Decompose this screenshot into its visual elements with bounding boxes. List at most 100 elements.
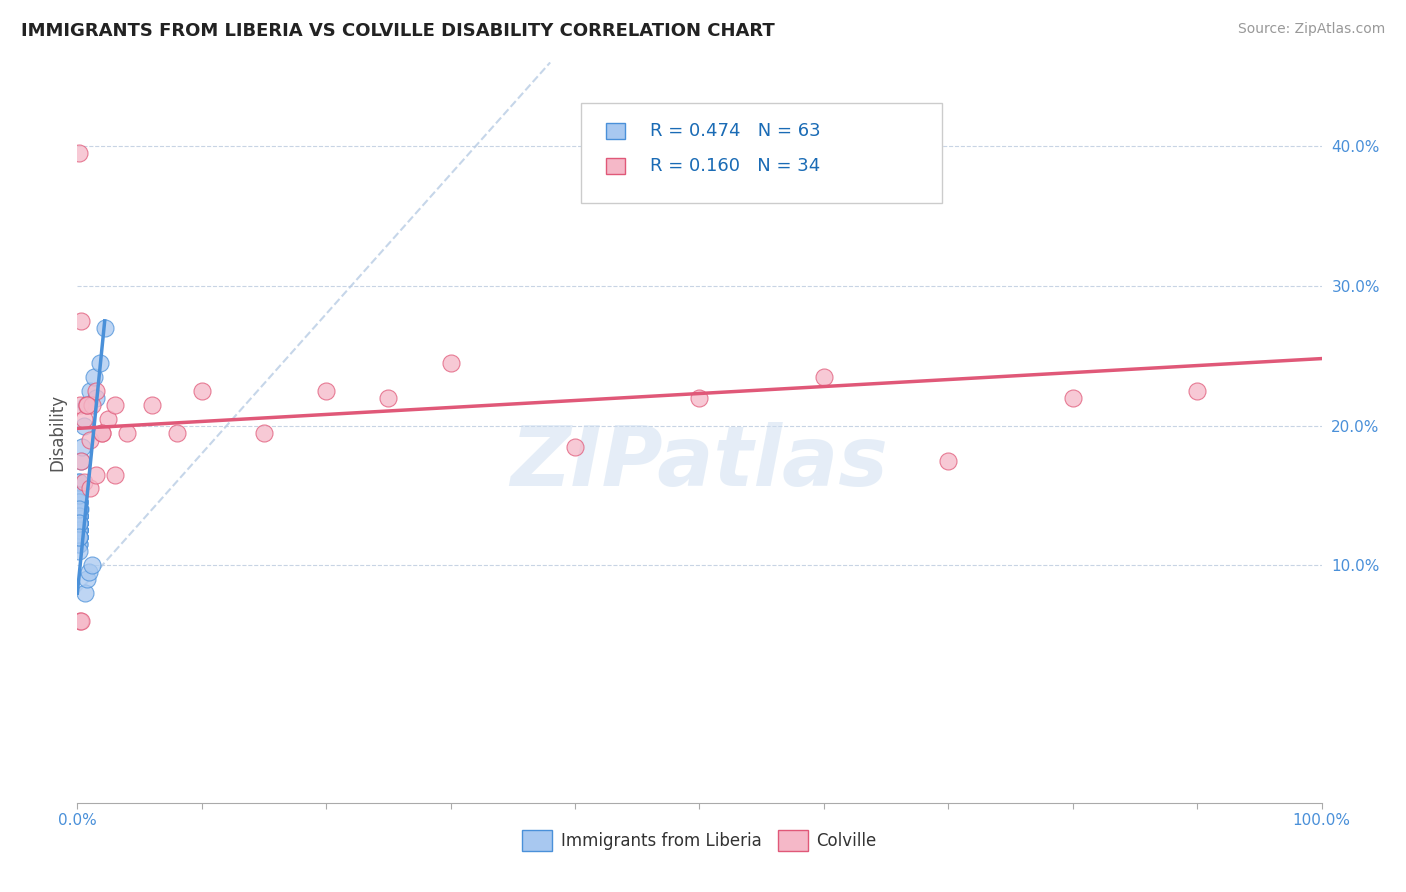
Point [67,530,90,544]
Point [1185,384,1208,398]
Text: ZIPatlas: ZIPatlas [510,422,889,503]
Point [67,524,90,538]
Point [67,495,90,509]
Point [813,369,835,384]
Text: R = 0.474   N = 63: R = 0.474 N = 63 [650,122,820,140]
Point [67,524,90,538]
Point [82,558,104,573]
Point [79,384,101,398]
Point [70,453,93,467]
Point [70,314,93,328]
Point [67,502,90,516]
Point [79,433,101,447]
Point [67,482,90,496]
Point [67,502,90,516]
Point [67,516,90,531]
Point [67,488,90,502]
Point [84,467,107,482]
Point [70,453,93,467]
Point [67,495,90,509]
Point [104,467,127,482]
Point [67,509,90,524]
Point [84,391,107,405]
Point [82,398,104,412]
FancyBboxPatch shape [606,123,626,139]
Text: IMMIGRANTS FROM LIBERIA VS COLVILLE DISABILITY CORRELATION CHART: IMMIGRANTS FROM LIBERIA VS COLVILLE DISA… [21,22,775,40]
Point [67,530,90,544]
Text: R = 0.160   N = 34: R = 0.160 N = 34 [650,157,820,175]
Point [166,425,188,440]
Point [72,418,94,433]
Point [67,530,90,544]
Point [70,614,93,628]
Point [936,453,959,467]
Point [104,398,127,412]
Point [67,516,90,531]
Point [67,475,90,489]
Point [67,524,90,538]
Point [67,516,90,531]
Point [67,530,90,544]
Point [67,509,90,524]
Point [67,530,90,544]
Point [67,516,90,531]
Point [76,572,98,586]
Point [67,495,90,509]
Point [689,391,711,405]
Point [67,502,90,516]
Point [67,502,90,516]
Point [72,440,94,454]
Point [67,509,90,524]
Point [377,391,399,405]
FancyBboxPatch shape [581,103,942,203]
Point [67,488,90,502]
FancyBboxPatch shape [606,158,626,174]
Point [93,321,115,335]
Point [69,398,91,412]
Point [67,537,90,551]
Point [67,516,90,531]
Point [67,524,90,538]
Point [67,475,90,489]
Point [67,530,90,544]
Point [76,398,98,412]
Point [97,411,120,425]
Point [67,488,90,502]
Point [141,398,163,412]
Legend: Immigrants from Liberia, Colville: Immigrants from Liberia, Colville [516,823,883,857]
Point [67,146,90,161]
Point [73,586,96,600]
Point [67,495,90,509]
Point [439,356,461,370]
Point [69,614,91,628]
Text: Source: ZipAtlas.com: Source: ZipAtlas.com [1237,22,1385,37]
Point [67,509,90,524]
Point [564,440,586,454]
Point [67,516,90,531]
Point [91,425,114,440]
Point [253,425,276,440]
Point [191,384,214,398]
Point [79,482,101,496]
Point [72,411,94,425]
Point [67,502,90,516]
Point [67,509,90,524]
Point [83,369,105,384]
Point [67,544,90,558]
Point [67,524,90,538]
Point [67,524,90,538]
Point [67,509,90,524]
Point [89,356,111,370]
Point [84,384,107,398]
Point [115,425,138,440]
Point [67,516,90,531]
Point [67,524,90,538]
Point [67,530,90,544]
Point [69,502,91,516]
Point [75,398,97,412]
Point [67,509,90,524]
Point [67,537,90,551]
Point [67,502,90,516]
Point [77,566,100,580]
Point [315,384,337,398]
